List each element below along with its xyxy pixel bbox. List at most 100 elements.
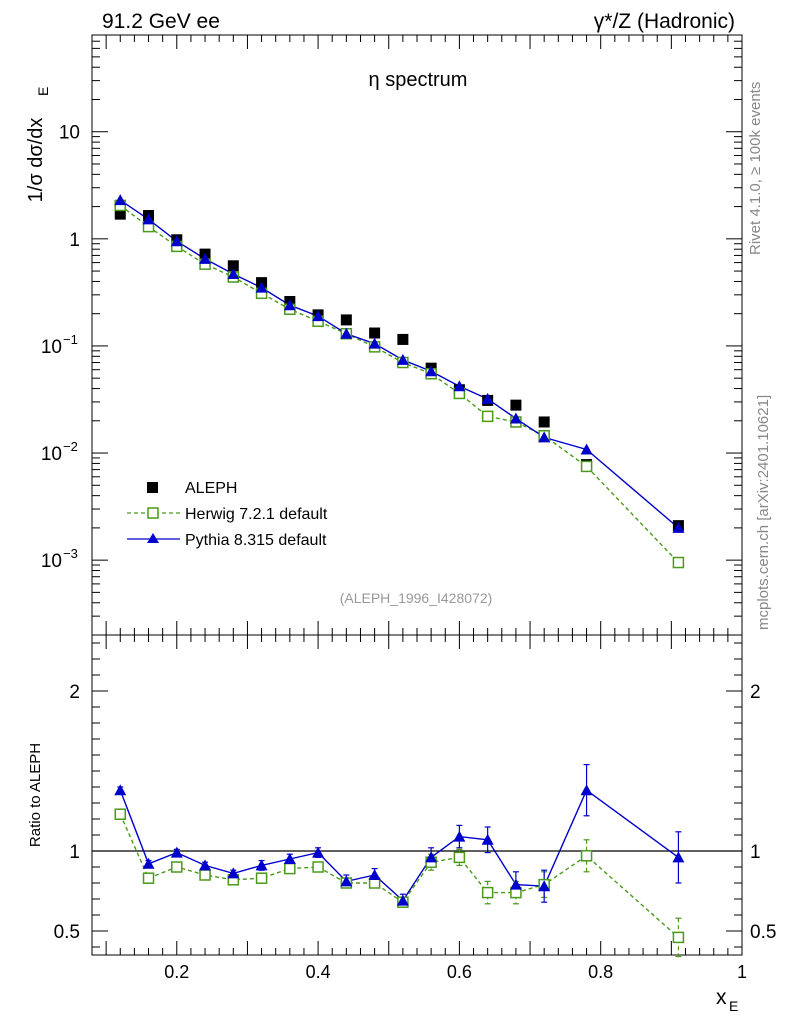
pythia-point xyxy=(509,412,522,424)
main-y-label-text: 1/σ dσ/dx xyxy=(25,118,47,203)
pythia-ratio-point xyxy=(425,851,438,863)
herwig-ratio-point xyxy=(255,872,268,884)
pythia-ratio-point xyxy=(142,857,155,869)
ratio-y-axis-label: Ratio to ALEPH xyxy=(27,743,44,847)
y-tick-label: 10 xyxy=(41,337,62,358)
pythia-ratio-point xyxy=(453,830,466,842)
pythia-ratio-point xyxy=(227,867,240,879)
y-tick-exponent: −1 xyxy=(63,332,78,347)
ratio-y-tick-label: 1 xyxy=(69,842,80,863)
pythia-point xyxy=(396,353,409,365)
herwig-ratio-point xyxy=(580,850,593,862)
herwig-ratio-point xyxy=(284,862,296,875)
herwig-point xyxy=(481,410,494,423)
plot-title: η spectrum xyxy=(369,69,468,91)
pythia-point xyxy=(538,431,551,443)
pythia-point xyxy=(227,267,240,279)
pythia-ratio-point xyxy=(368,869,381,880)
ratio-y-tick-label-right: 0.5 xyxy=(750,922,776,943)
pythia-point xyxy=(425,365,438,377)
herwig-ratio-point xyxy=(312,861,324,873)
pythia-point xyxy=(453,380,466,392)
x-tick-label: 0.8 xyxy=(588,962,613,982)
x-tick-label: 0.2 xyxy=(164,962,189,982)
herwig-ratio-point xyxy=(672,931,685,944)
pythia-ratio-point xyxy=(396,894,409,906)
aleph-point xyxy=(397,333,409,345)
herwig-ratio-point xyxy=(199,869,211,881)
pythia-point xyxy=(481,392,494,404)
pythia-point xyxy=(312,310,325,322)
pythia-ratio-point xyxy=(312,846,325,858)
main-y-label-sub: E xyxy=(35,87,51,96)
ratio-y-tick-label: 0.5 xyxy=(54,922,80,943)
ratio-y-tick-label-right: 2 xyxy=(750,682,761,703)
y-tick-label: 10 xyxy=(59,123,80,144)
pythia-ratio-point xyxy=(255,859,268,871)
x-tick-label: 0.6 xyxy=(447,962,472,982)
herwig-ratio-point xyxy=(171,861,183,873)
aleph-point xyxy=(227,260,239,272)
y-tick-label: 1 xyxy=(69,230,80,251)
herwig-point xyxy=(580,460,593,473)
herwig-ratio-point xyxy=(453,851,466,864)
pythia-ratio-line xyxy=(119,789,679,902)
pythia-ratio-point xyxy=(580,784,593,796)
herwig-ratio-point xyxy=(481,886,494,899)
pythia-point xyxy=(199,252,212,264)
pythia-ratio-point xyxy=(538,880,551,892)
legend-marker-aleph xyxy=(147,482,158,493)
legend-marker-pythia xyxy=(147,533,159,543)
x-tick-label: 0.4 xyxy=(306,962,331,982)
ratio-y-tick-label: 2 xyxy=(69,682,80,703)
legend-label-pythia: Pythia 8.315 default xyxy=(185,532,327,549)
x-label-sub: E xyxy=(729,998,738,1014)
aleph-point xyxy=(369,327,381,339)
pythia-point xyxy=(283,299,296,311)
pythia-point xyxy=(255,281,268,293)
aleph-point xyxy=(114,208,126,220)
herwig-ratio-point xyxy=(114,808,127,820)
x-label-text: x xyxy=(716,986,727,1009)
pythia-point xyxy=(142,213,155,225)
pythia-point xyxy=(170,235,183,247)
header-right: γ*/Z (Hadronic) xyxy=(594,10,735,33)
pythia-ratio-point xyxy=(481,833,494,845)
pythia-ratio-point xyxy=(672,851,685,863)
pythia-point xyxy=(580,443,593,455)
pythia-ratio-point xyxy=(340,875,353,887)
rivet-text: Rivet 4.1.0, ≥ 100k events xyxy=(747,82,764,255)
data-layer xyxy=(114,194,685,958)
y-tick-exponent: −2 xyxy=(63,439,78,454)
herwig-point xyxy=(672,556,685,569)
pythia-point xyxy=(114,194,127,206)
pythia-ratio-point xyxy=(199,859,212,871)
header-left: 91.2 GeV ee xyxy=(102,10,220,33)
legend-label-aleph: ALEPH xyxy=(185,480,237,497)
aleph-point xyxy=(538,416,550,428)
ratio-y-tick-label-right: 1 xyxy=(750,842,761,863)
legend-marker-herwig xyxy=(147,507,159,519)
pythia-ratio-point xyxy=(114,784,127,796)
main-y-axis-label: 1/σ dσ/dx E xyxy=(25,87,51,203)
x-axis-label: x E xyxy=(716,986,738,1014)
pythia-ratio-point xyxy=(283,853,296,864)
x-tick-label: 1 xyxy=(737,962,747,982)
pythia-point xyxy=(340,327,353,339)
legend-label-herwig: Herwig 7.2.1 default xyxy=(185,506,328,523)
herwig-line xyxy=(119,204,679,564)
pythia-ratio-point xyxy=(170,846,183,858)
herwig-ratio-point xyxy=(142,872,155,884)
y-tick-label: 10 xyxy=(41,444,62,465)
y-tick-exponent: −3 xyxy=(63,546,78,561)
mcplots-text: mcplots.cern.ch [arXiv:2401.10621] xyxy=(755,395,772,630)
aleph-point xyxy=(510,399,522,411)
y-tick-label: 10 xyxy=(41,551,62,572)
pythia-point xyxy=(672,521,685,533)
pythia-ratio-point xyxy=(509,878,522,890)
pythia-point xyxy=(368,337,381,349)
analysis-tag: (ALEPH_1996_I428072) xyxy=(340,590,493,606)
